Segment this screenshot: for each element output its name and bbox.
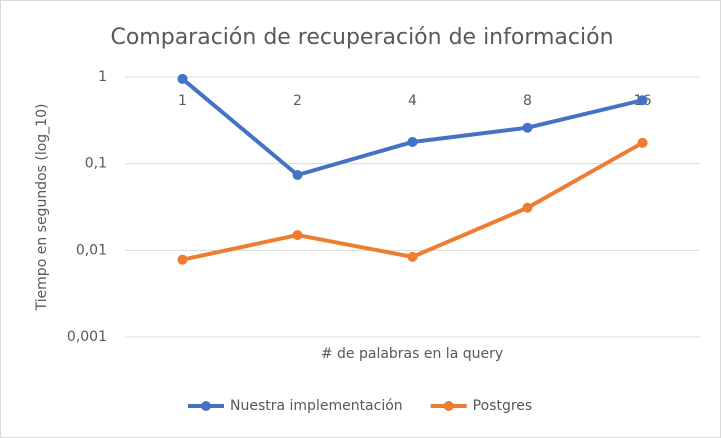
x-tick-label: 4 (408, 93, 417, 109)
data-point (177, 254, 188, 265)
data-point (522, 202, 533, 213)
legend-marker (443, 401, 454, 411)
x-tick-label: 2 (293, 93, 302, 109)
x-tick-label: 1 (178, 93, 187, 109)
data-point (292, 230, 303, 241)
x-axis-title: # de palabras en la query (321, 346, 503, 362)
x-tick-label: 8 (523, 93, 532, 109)
data-point (522, 122, 533, 133)
legend-marker (201, 401, 211, 411)
y-tick-label: 1 (98, 69, 107, 85)
legend-label: Nuestra implementación (230, 398, 403, 414)
data-point (637, 137, 648, 148)
y-tick-label: 0,001 (67, 329, 107, 345)
data-point (177, 73, 188, 84)
y-axis-title: Tiempo en segundos (log_10) (34, 104, 50, 312)
legend-label: Postgres (473, 398, 533, 414)
data-point (292, 169, 303, 180)
data-point (407, 251, 418, 262)
data-point (407, 136, 418, 147)
data-point (637, 95, 648, 106)
y-tick-label: 0,1 (85, 156, 107, 172)
chart-title: Comparación de recuperación de informaci… (110, 25, 613, 50)
y-tick-label: 0,01 (76, 242, 107, 258)
